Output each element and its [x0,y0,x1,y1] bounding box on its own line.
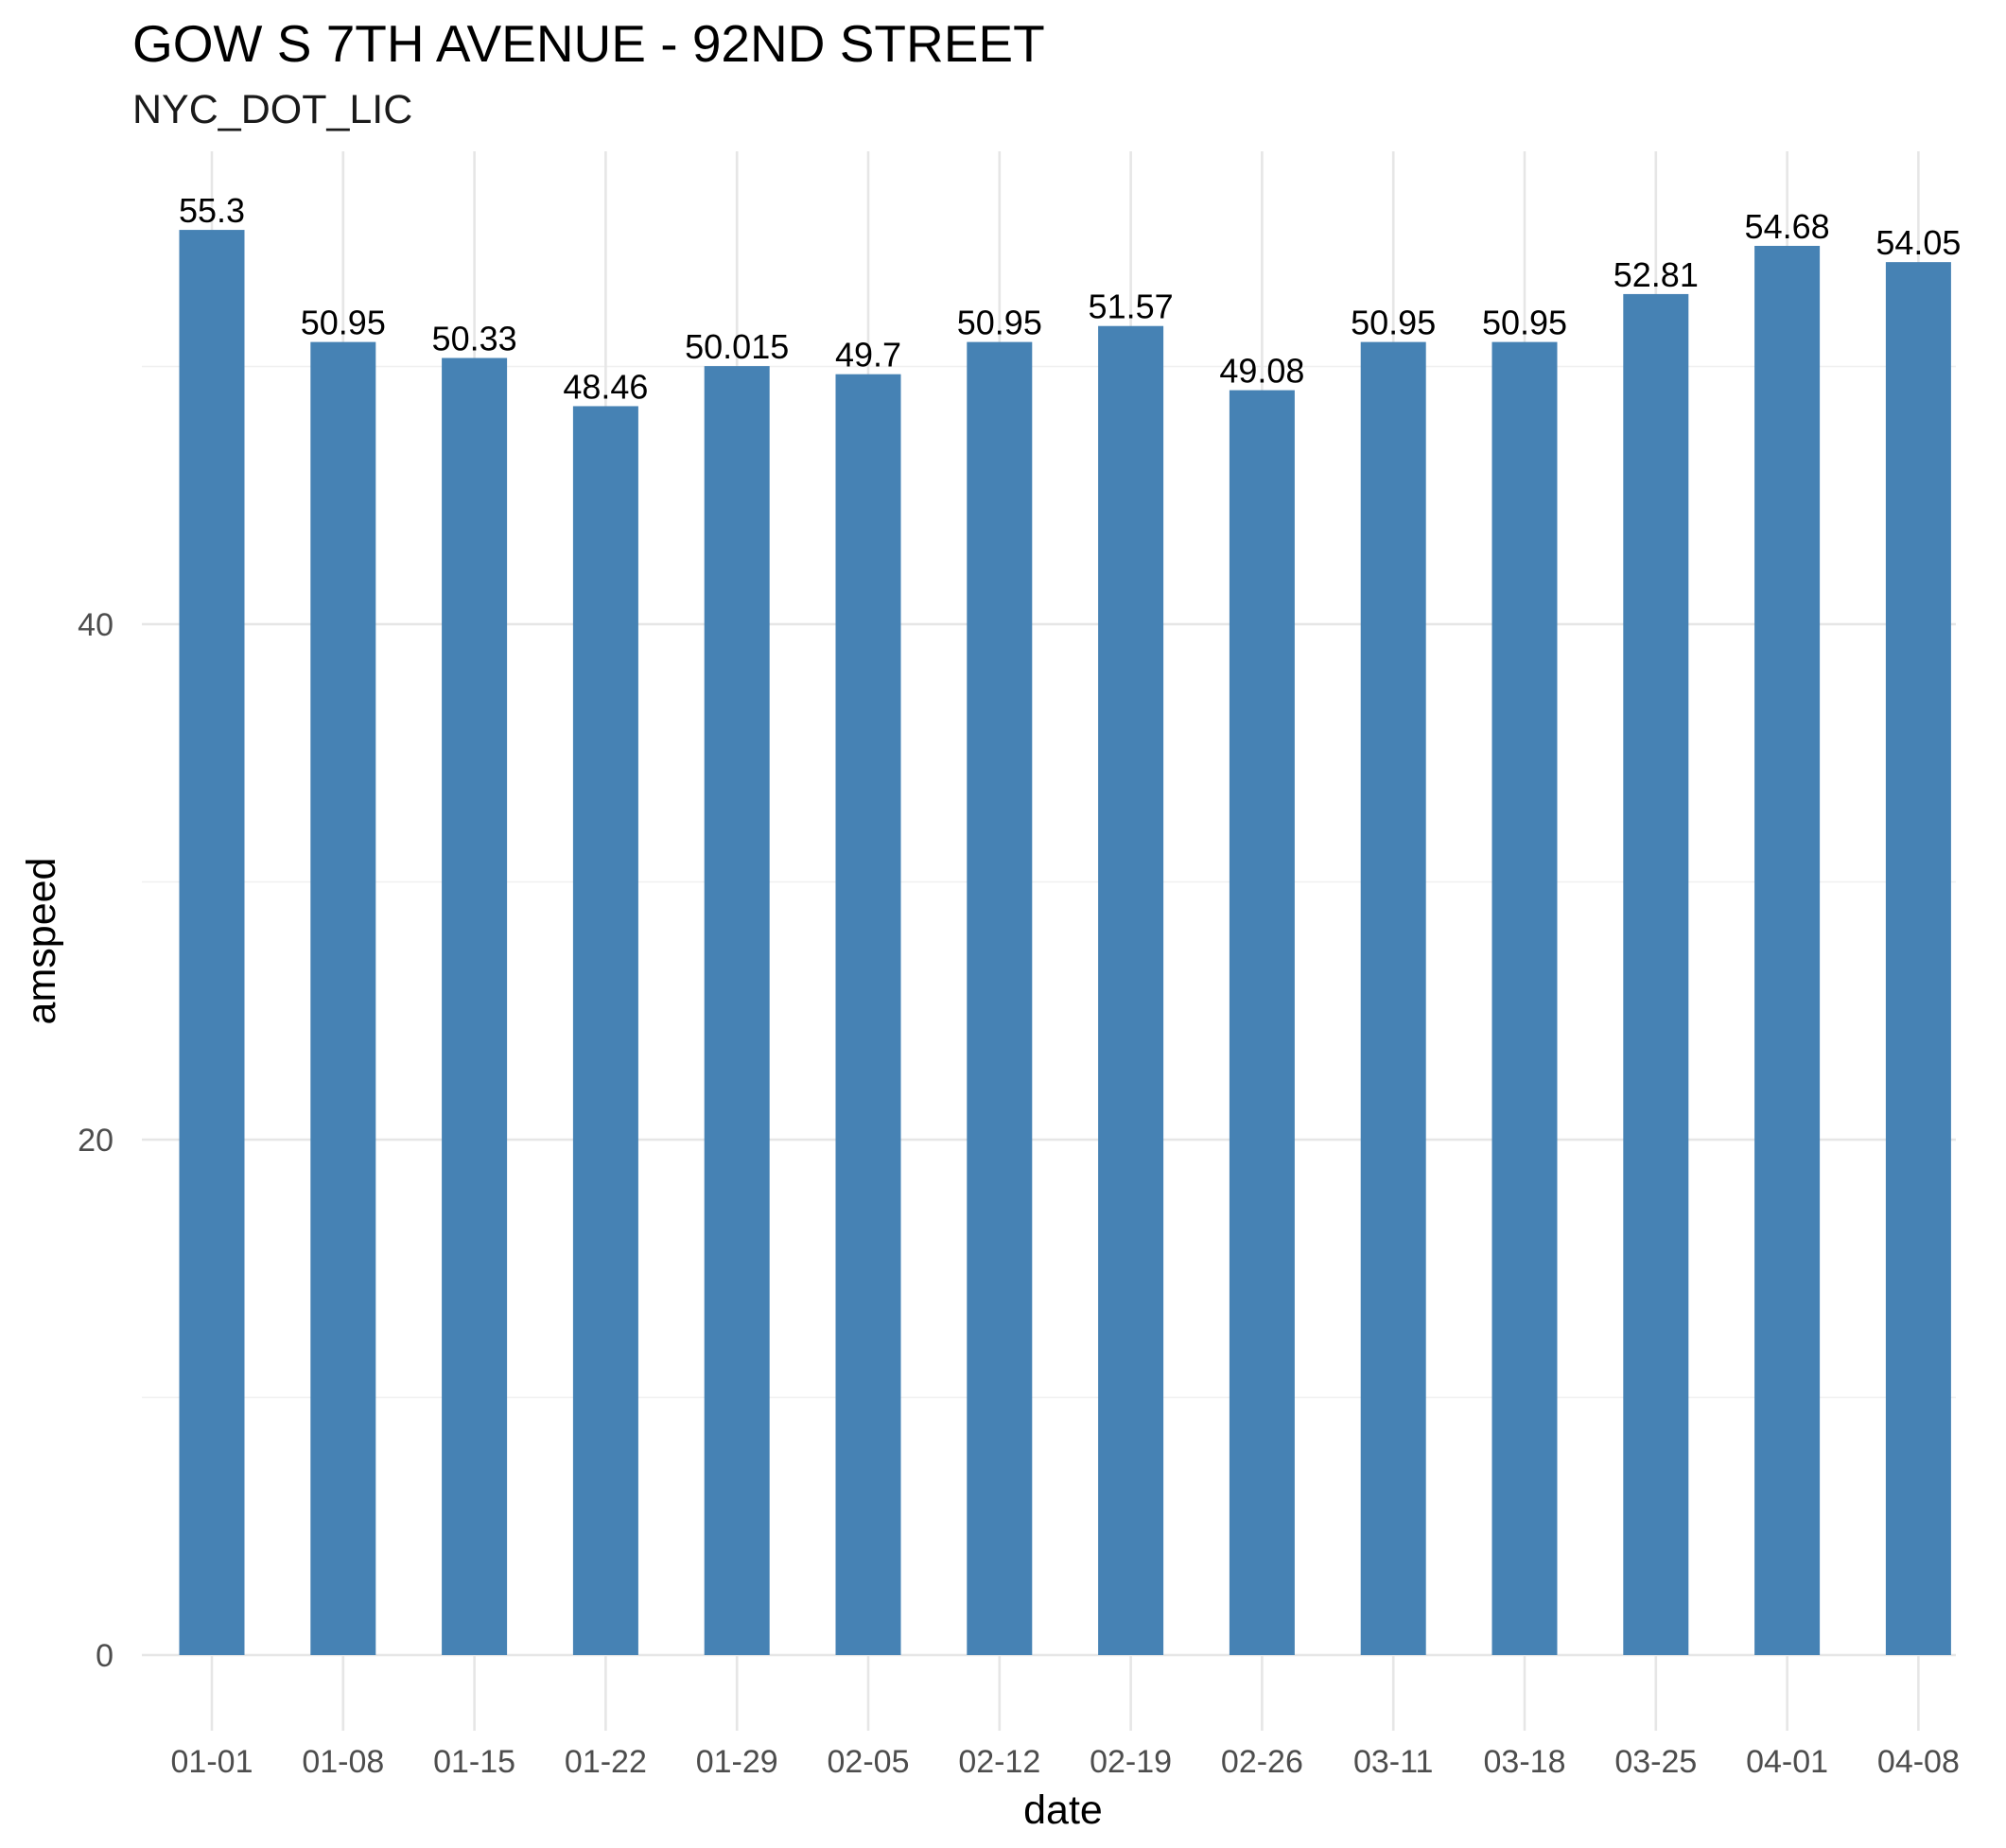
x-tick-label: 01-22 [565,1744,647,1780]
bar-01-01 [179,230,245,1656]
x-tick-label: 03-11 [1353,1744,1433,1780]
value-label: 50.95 [1482,304,1567,342]
x-tick-label: 02-05 [828,1744,910,1780]
bar-01-08 [310,341,376,1655]
x-tick-label: 03-18 [1484,1744,1566,1780]
value-label: 48.46 [563,367,648,406]
value-labels: 55.3 50.95 50.33 48.46 50.015 49.7 50.95 51.57 4… [179,191,1961,406]
axes: 01-01 01-08 01-15 01-22 01-29 02-05 02-12 02-19… [19,607,1960,1833]
x-axis-label: date [1023,1787,1103,1833]
bar-03-18 [1491,341,1558,1655]
value-label: 50.015 [685,327,789,366]
bar-01-22 [572,406,638,1656]
bars [179,230,1951,1656]
y-tick-label: 20 [78,1123,113,1159]
value-label: 49.08 [1219,352,1304,391]
bar-01-15 [442,357,508,1655]
bar-02-19 [1098,325,1164,1655]
bar-04-01 [1754,245,1821,1656]
bar-02-26 [1229,390,1295,1655]
x-tick-label: 04-08 [1877,1744,1960,1780]
bar-02-12 [967,341,1033,1655]
value-label: 54.05 [1875,223,1961,262]
x-tick-label: 02-26 [1221,1744,1303,1780]
chart-subtitle: NYC_DOT_LIC [132,87,413,132]
x-tick-label: 03-25 [1614,1744,1697,1780]
bar-03-11 [1360,341,1426,1655]
x-tick-label: 02-19 [1090,1744,1172,1780]
value-label: 50.95 [301,304,386,342]
value-label: 51.57 [1089,288,1174,326]
x-tick-label: 01-29 [696,1744,778,1780]
value-label: 50.95 [1351,304,1436,342]
chart-title: GOW S 7TH AVENUE - 92ND STREET [132,14,1045,73]
bar-01-29 [704,366,770,1655]
y-axis-label: amspeed [19,858,64,1025]
bar-03-25 [1623,293,1689,1655]
x-tick-label: 02-12 [958,1744,1040,1780]
value-label: 50.33 [432,320,517,358]
y-tick-label: 40 [78,607,113,643]
value-label: 50.95 [957,304,1042,342]
value-label: 49.7 [835,336,901,375]
x-tick-label: 01-15 [433,1744,515,1780]
value-label: 52.81 [1614,255,1699,294]
bar-04-08 [1885,262,1951,1656]
y-tick-label: 0 [96,1638,113,1674]
x-tick-label: 04-01 [1746,1744,1828,1780]
x-tick-label: 01-01 [171,1744,253,1780]
x-tick-label: 01-08 [302,1744,384,1780]
bar-02-05 [835,374,901,1655]
value-label: 54.68 [1745,207,1830,246]
value-label: 55.3 [179,191,245,230]
